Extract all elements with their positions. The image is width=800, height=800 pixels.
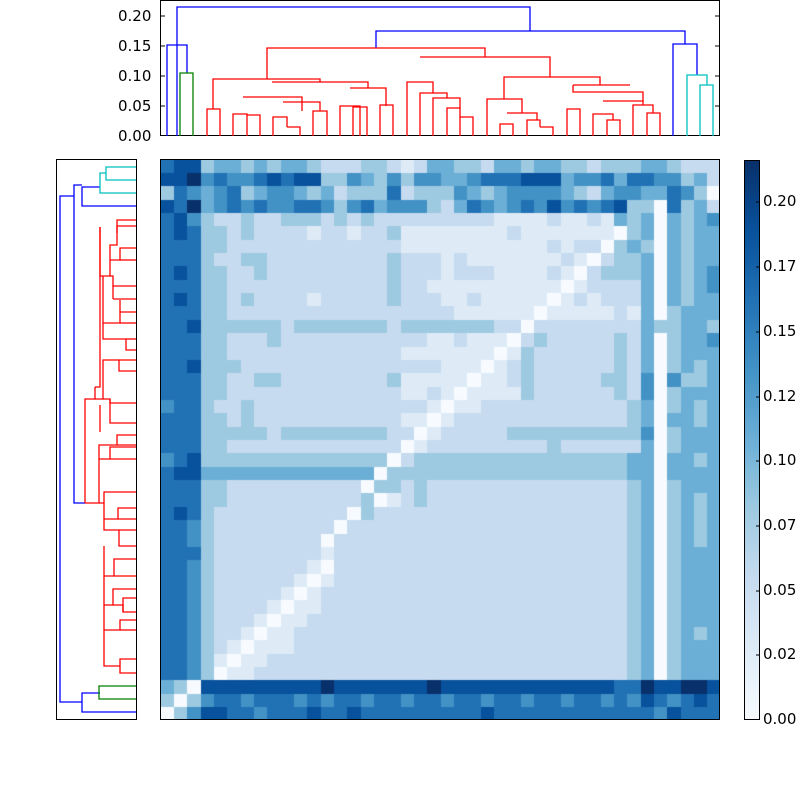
colorbar-tick: 0.15: [763, 322, 797, 340]
colorbar: [744, 160, 760, 720]
top-dendrogram-ytick: 0.15: [118, 37, 152, 55]
top-dendrogram-ytick: 0.10: [118, 67, 152, 85]
heatmap-cells: [161, 160, 719, 719]
colorbar-tick: 0.07: [763, 516, 797, 534]
top-dendrogram-panel: [160, 0, 720, 136]
left-dendrogram-panel: [56, 159, 137, 720]
colorbar-tick: 0.05: [763, 581, 797, 599]
top-dendrogram-ytick: 0.05: [118, 97, 152, 115]
colorbar-tick: 0.12: [763, 387, 797, 405]
heatmap-matrix: [160, 159, 720, 720]
top-dendrogram-ytick: 0.00: [118, 127, 152, 145]
colorbar-tick: 0.20: [763, 192, 797, 210]
colorbar-tick: 0.17: [763, 257, 797, 275]
colorbar-tick: 0.10: [763, 451, 797, 469]
colorbar-tick: 0.02: [763, 645, 797, 663]
top-dendrogram-ytick: 0.20: [118, 7, 152, 25]
colorbar-tick: 0.00: [763, 710, 797, 728]
